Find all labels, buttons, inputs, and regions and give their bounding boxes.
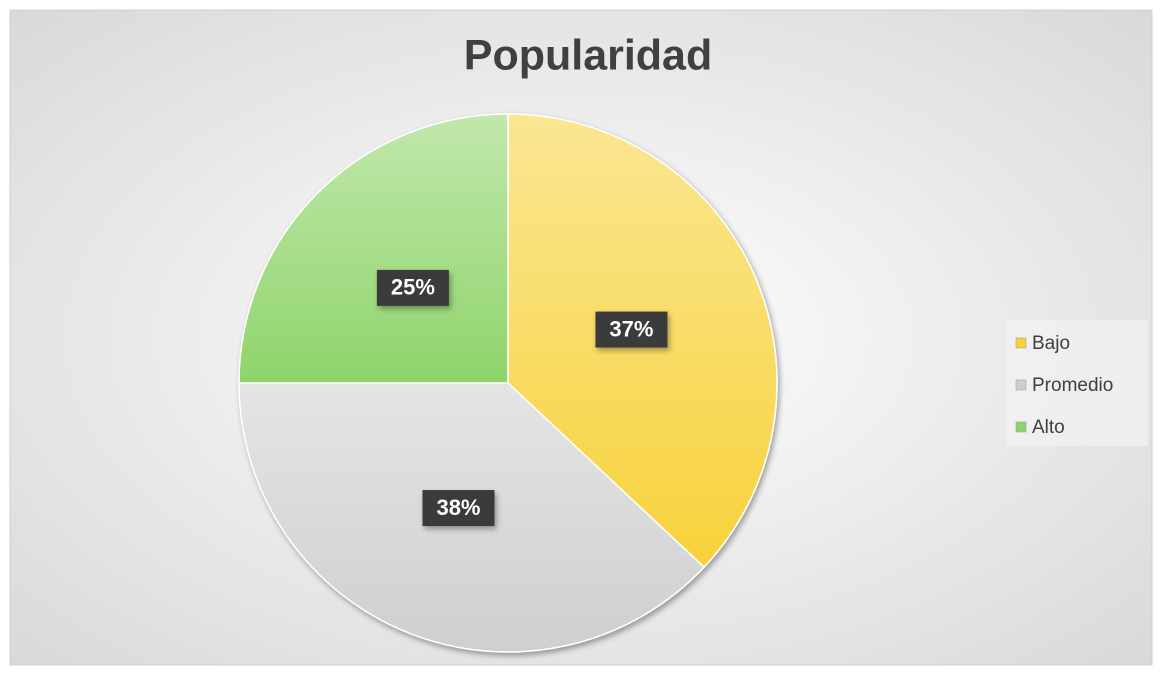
data-label-box	[376, 269, 449, 306]
chart-title: Popularidad	[464, 31, 712, 79]
legend-box	[1006, 320, 1148, 446]
legend-label: Alto	[1032, 417, 1065, 438]
slice-shine	[239, 114, 508, 383]
legend-marker	[1015, 379, 1027, 391]
pie	[238, 113, 778, 653]
data-label-box	[422, 490, 495, 527]
data-label: 38%	[436, 495, 480, 520]
legend-label: Bajo	[1032, 333, 1070, 354]
legend-marker	[1015, 421, 1027, 433]
data-label-box	[595, 311, 668, 348]
data-label: 37%	[609, 316, 653, 341]
legend-marker	[1015, 337, 1027, 349]
legend-label: Promedio	[1032, 375, 1113, 396]
data-label: 25%	[391, 275, 435, 300]
